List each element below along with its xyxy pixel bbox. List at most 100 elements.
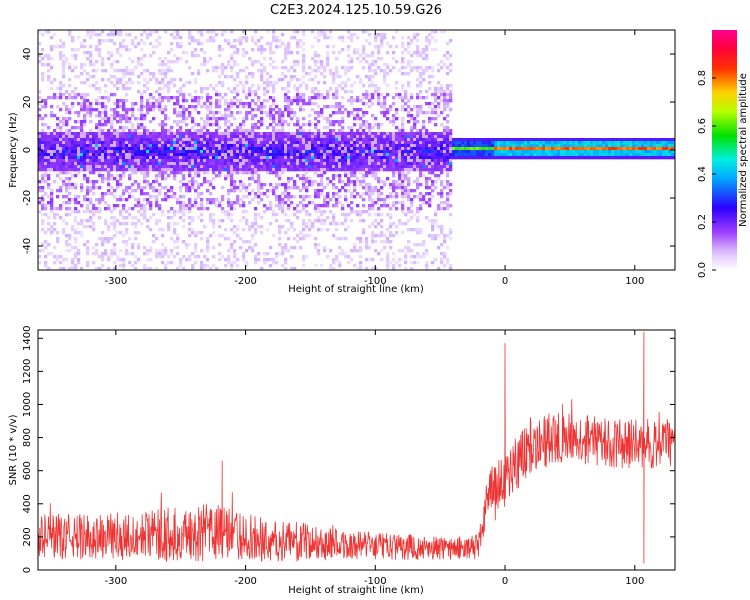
spectrogram-cell: [116, 120, 120, 124]
spectrogram-cell: [137, 168, 141, 172]
spectrogram-cell: [71, 36, 75, 40]
spectrogram-cell: [347, 135, 351, 139]
spectrogram-cell: [74, 144, 78, 148]
spectrogram-cell: [269, 96, 273, 100]
spectrogram-cell: [284, 45, 288, 49]
spectrogram-cell: [74, 159, 78, 163]
spectrogram-cell: [416, 153, 420, 157]
spectrogram-cell: [74, 87, 78, 91]
spectrogram-cell: [44, 180, 48, 184]
spectrogram-cell: [296, 135, 300, 139]
spectrogram-cell: [329, 165, 333, 169]
spectrogram-cell: [350, 36, 354, 40]
spectrogram-cell: [113, 189, 117, 193]
spectrogram-cell: [302, 75, 306, 79]
spectrogram-cell: [38, 60, 42, 64]
spectrogram-cell: [170, 261, 174, 265]
spectrogram-cell: [65, 168, 69, 172]
spectrogram-cell: [425, 66, 429, 70]
spectrogram-cell: [197, 207, 201, 211]
spectrogram-cell: [203, 60, 207, 64]
spectrogram-cell: [302, 117, 306, 121]
spectrogram-cell: [65, 117, 69, 121]
spectrogram-cell: [134, 138, 138, 142]
spectrogram-cell: [203, 120, 207, 124]
spectrogram-cell: [341, 36, 345, 40]
spectrogram-cell: [74, 183, 78, 187]
spectrogram-cell: [326, 153, 330, 157]
spectrogram-cell: [308, 201, 312, 205]
spectrogram-cell: [113, 195, 117, 199]
spectrogram-cell: [188, 129, 192, 133]
spectrogram-cell: [332, 177, 336, 181]
spectrogram-cell: [329, 114, 333, 118]
spectrogram-cell: [344, 183, 348, 187]
spectrogram-cell: [278, 39, 282, 43]
spectrogram-cell: [305, 138, 309, 142]
spectrogram-cell: [71, 246, 75, 250]
spectrogram-cell: [269, 108, 273, 112]
spectrogram-cell: [197, 99, 201, 103]
spectrogram-cell: [179, 261, 183, 265]
spectrogram-cell: [68, 129, 72, 133]
spectrogram-cell: [242, 54, 246, 58]
spectrogram-cell: [416, 159, 420, 163]
spectrogram-cell: [164, 96, 168, 100]
spectrogram-cell: [107, 237, 111, 241]
spectrogram-cell: [365, 162, 369, 166]
spectrogram-cell: [356, 237, 360, 241]
spectrogram-cell: [182, 150, 186, 154]
spectrogram-cell: [395, 30, 399, 34]
spectrogram-cell: [347, 261, 351, 265]
spectrogram-cell: [320, 72, 324, 76]
spectrogram-cell: [131, 129, 135, 133]
spectrogram-cell: [89, 162, 93, 166]
spectrogram-cell: [200, 33, 204, 37]
spectrogram-cell: [173, 60, 177, 64]
spectrogram-cell: [245, 141, 249, 145]
spectrogram-cell: [239, 132, 243, 136]
spectrogram-cell: [398, 222, 402, 226]
spectrogram-cell: [317, 39, 321, 43]
spectrogram-cell: [221, 63, 225, 67]
spectrogram-cell: [83, 81, 87, 85]
spectrogram-cell: [50, 114, 54, 118]
spectrogram-cell: [206, 114, 210, 118]
spectrogram-cell: [248, 153, 252, 157]
spectrogram-cell: [185, 183, 189, 187]
spectrogram-cell: [233, 255, 237, 259]
spectrogram-cell: [83, 39, 87, 43]
spectrogram-cell: [257, 138, 261, 142]
spectrogram-cell: [182, 165, 186, 169]
spectrogram-cell: [248, 105, 252, 109]
spectrogram-cell: [194, 54, 198, 58]
spectrogram-cell: [71, 162, 75, 166]
spectrogram-cell: [158, 147, 162, 151]
spectrogram-cell: [272, 168, 276, 172]
spectrogram-cell: [146, 183, 150, 187]
spectrogram-cell: [302, 99, 306, 103]
spectrogram-cell: [338, 138, 342, 142]
spectrogram-cell: [56, 144, 60, 148]
spectrogram-cell: [416, 195, 420, 199]
spectrogram-cell: [251, 48, 255, 52]
spectrogram-cell: [113, 159, 117, 163]
spectrogram-cell: [167, 51, 171, 55]
spectrogram-cell: [170, 186, 174, 190]
spectrogram-cell: [179, 180, 183, 184]
spectrogram-cell: [65, 195, 69, 199]
spectrogram-cell: [263, 132, 267, 136]
spectrogram-cell: [146, 135, 150, 139]
spectrogram-cell: [302, 138, 306, 142]
spectrogram-cell: [176, 147, 180, 151]
spectrogram-cell: [440, 90, 444, 94]
spectrogram-cell: [206, 168, 210, 172]
spectrogram-cell: [110, 159, 114, 163]
spectrogram-cell: [335, 141, 339, 145]
spectrogram-cell: [62, 168, 66, 172]
spectrogram-cell: [170, 135, 174, 139]
spectrogram-cell: [257, 132, 261, 136]
spectrogram-cell: [320, 171, 324, 175]
spectrogram-cell: [377, 150, 381, 154]
spectrogram-cell: [350, 135, 354, 139]
